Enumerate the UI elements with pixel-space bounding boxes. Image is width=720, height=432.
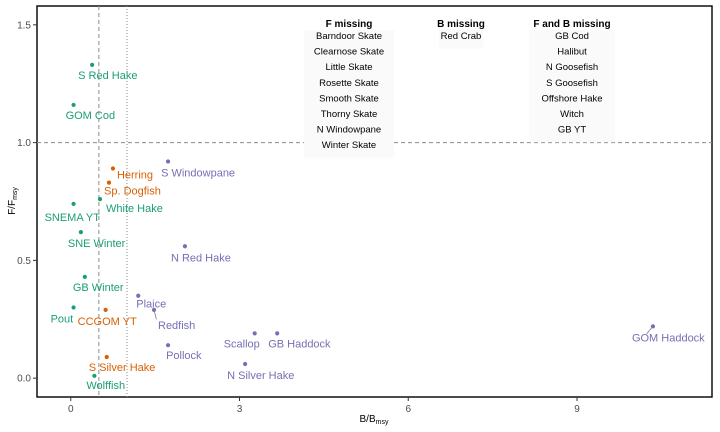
missing-item-thorny-skate: Thorny Skate <box>321 109 378 120</box>
missing-item-n-goosefish: N Goosefish <box>546 62 598 73</box>
point-s-windowpane <box>165 159 171 164</box>
missing-item-offshore-hake: Offshore Hake <box>541 93 602 104</box>
missing-heading-f-missing: F missing <box>326 19 373 30</box>
point-ccgom-yt <box>103 307 108 312</box>
point-scallop <box>252 331 257 336</box>
point-gom-cod <box>71 102 76 108</box>
point-label-s-windowpane: S Windowpane <box>161 167 235 179</box>
point-pout <box>71 305 76 310</box>
x-tick-label: 9 <box>574 404 580 415</box>
point-sne-winter <box>78 230 83 235</box>
point-white-hake <box>97 197 103 202</box>
missing-item-s-goosefish: S Goosefish <box>546 78 598 89</box>
x-tick-label: 6 <box>405 404 411 415</box>
missing-col-bg-f-missing <box>304 30 394 158</box>
missing-table-background <box>304 30 615 158</box>
point-label-scallop: Scallop <box>224 338 260 350</box>
y-axis: 0.0 0.5 1.0 1.5 <box>17 20 37 385</box>
point-gb-haddock <box>275 331 280 336</box>
point-label-gb-haddock: GB Haddock <box>268 338 331 350</box>
missing-item-barndoor-skate: Barndoor Skate <box>316 31 382 42</box>
y-axis-label-main: F/F <box>7 200 18 215</box>
y-axis-label: F/Fmsy <box>7 187 19 215</box>
point-label-wolffish: Wolffish <box>86 380 125 392</box>
point-sp-dogfish <box>106 180 112 185</box>
y-axis-label-sub: msy <box>12 187 19 200</box>
point-label-plaice: Plaice <box>136 299 166 311</box>
point-gom-haddock <box>650 324 656 329</box>
point-label-snema-yt: SNEMA YT <box>45 212 101 224</box>
point-label-herring: Herring <box>117 170 153 182</box>
missing-col-bg-b-missing <box>439 30 483 49</box>
missing-heading-f-and-b-missing: F and B missing <box>533 19 610 30</box>
missing-item-witch: Witch <box>560 109 584 120</box>
y-tick-label: 0.5 <box>17 256 31 267</box>
x-axis-label: B/Bmsy <box>360 414 389 426</box>
point-label-sne-winter: SNE Winter <box>68 238 126 250</box>
y-tick-label: 1.5 <box>17 20 31 31</box>
point-s-silver-hake <box>104 354 109 360</box>
missing-item-gb-cod: GB Cod <box>555 31 589 42</box>
x-tick-label: 0 <box>68 404 74 415</box>
point-label-s-red-hake: S Red Hake <box>78 70 137 82</box>
missing-heading-b-missing: B missing <box>437 19 485 30</box>
missing-item-red-crab: Red Crab <box>441 31 482 42</box>
missing-item-winter-skate: Winter Skate <box>322 140 376 151</box>
point-herring <box>110 166 116 171</box>
point-n-silver-hake <box>243 361 248 367</box>
point-snema-yt <box>71 201 76 206</box>
point-label-gom-haddock: GOM Haddock <box>632 332 705 344</box>
missing-item-little-skate: Little Skate <box>326 62 373 73</box>
missing-col-bg-f-and-b-missing <box>529 30 615 143</box>
missing-item-clearnose-skate: Clearnose Skate <box>314 47 384 58</box>
missing-item-smooth-skate: Smooth Skate <box>319 93 379 104</box>
y-tick-label: 0.0 <box>17 374 31 385</box>
point-label-n-silver-hake: N Silver Hake <box>227 370 294 382</box>
point-plaice <box>136 293 141 298</box>
data-points <box>71 62 656 378</box>
point-label-redfish: Redfish <box>158 320 195 332</box>
point-s-red-hake <box>90 62 95 67</box>
missing-item-n-windowpane: N Windowpane <box>317 125 381 136</box>
missing-item-gb-yt: GB YT <box>558 125 587 136</box>
missing-item-rosette-skate: Rosette Skate <box>319 78 379 89</box>
point-redfish <box>151 307 157 312</box>
point-label-sp-dogfish: Sp. Dogfish <box>104 186 161 198</box>
point-label-n-red-hake: N Red Hake <box>171 252 231 264</box>
point-n-red-hake <box>182 244 188 249</box>
point-pollock <box>165 343 171 348</box>
point-label-ccgom-yt: CCGOM YT <box>78 316 137 328</box>
point-label-gb-winter: GB Winter <box>73 282 124 294</box>
point-wolffish <box>92 373 97 378</box>
point-label-white-hake: White Hake <box>106 203 163 215</box>
x-axis-label-main: B/B <box>360 414 376 425</box>
point-label-gom-cod: GOM Cod <box>66 110 116 122</box>
point-label-s-silver-hake: S Silver Hake <box>89 362 156 374</box>
missing-item-halibut: Halibut <box>557 47 587 58</box>
y-tick-label: 1.0 <box>17 138 31 149</box>
point-gb-winter <box>82 274 87 279</box>
point-label-pout: Pout <box>51 313 74 325</box>
point-labels: S Red Hake GOM Cod Herring Sp. Dogfish White… <box>45 70 706 392</box>
x-tick-label: 3 <box>237 404 243 415</box>
x-axis-label-sub: msy <box>376 419 389 426</box>
point-label-pollock: Pollock <box>166 350 202 362</box>
x-axis: 0 3 6 9 <box>68 397 580 415</box>
